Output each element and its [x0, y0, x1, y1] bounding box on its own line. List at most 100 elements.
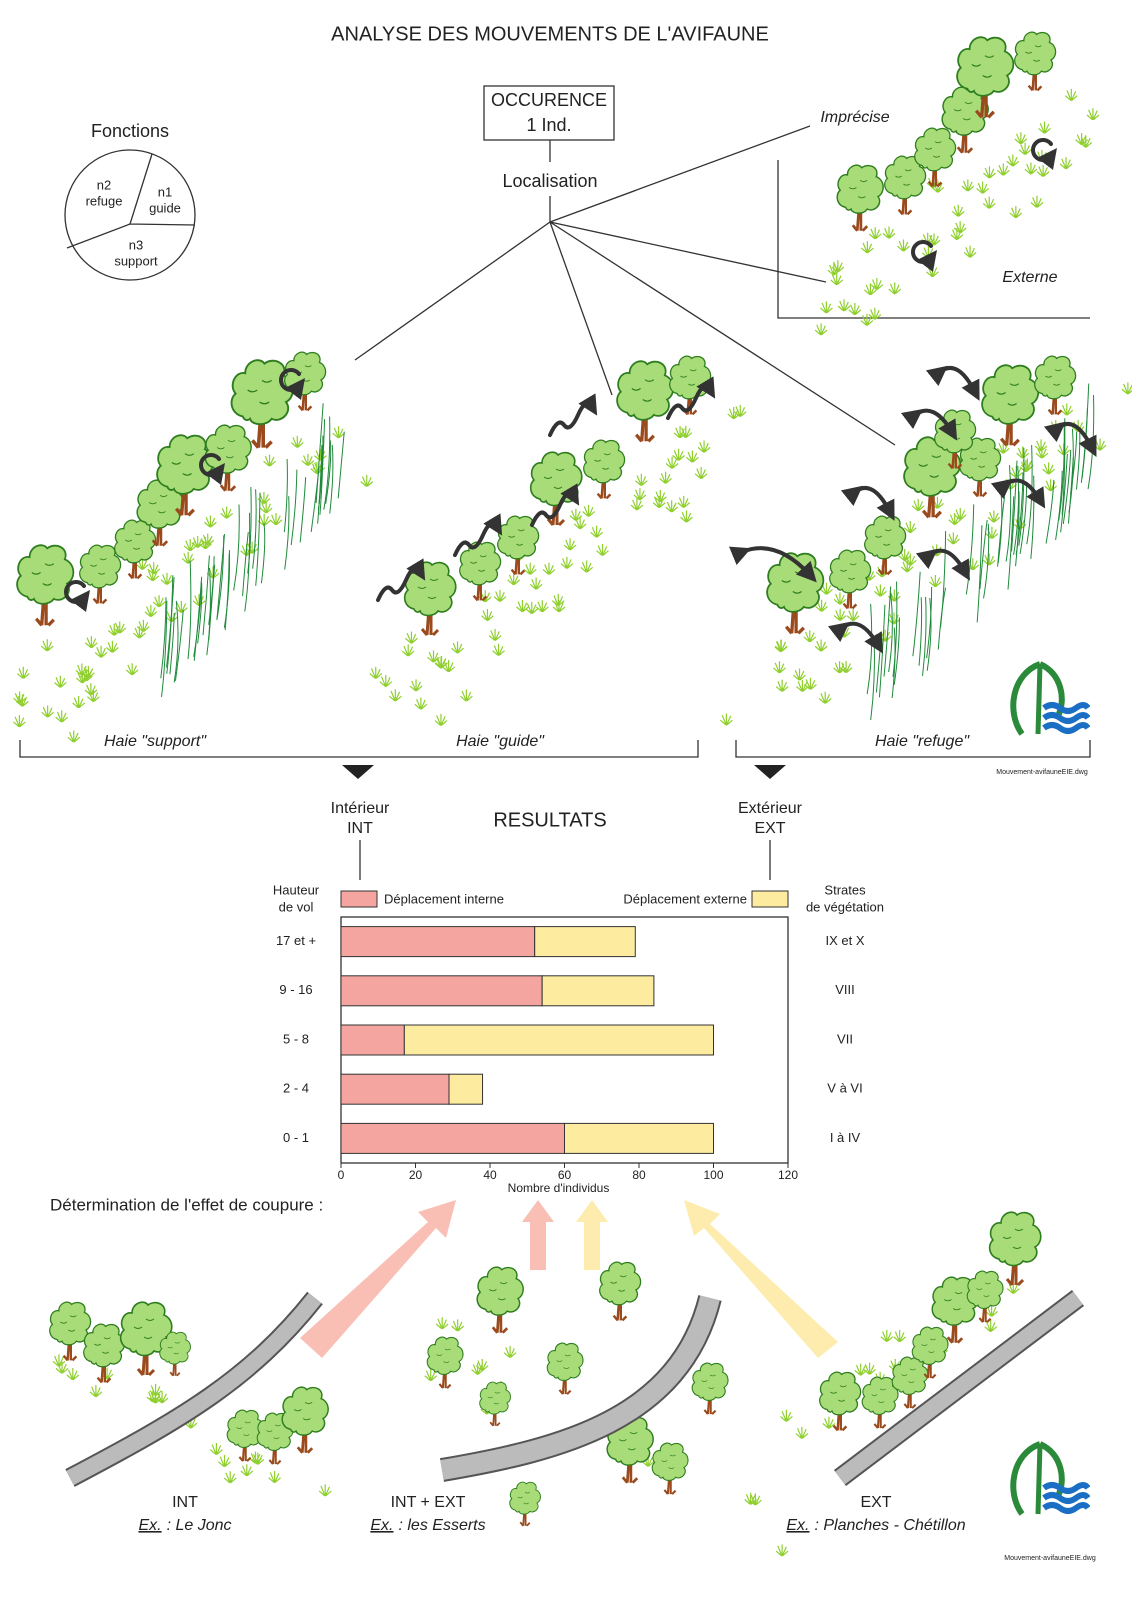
- tall-grass: [1013, 465, 1020, 555]
- movement-arrow: [911, 240, 938, 273]
- tall-grass: [1005, 465, 1012, 562]
- grass: [209, 1442, 224, 1455]
- tree: [15, 543, 75, 627]
- grass: [493, 589, 507, 602]
- grass: [1037, 121, 1052, 134]
- functions-pie: [64, 149, 196, 281]
- grass: [259, 501, 273, 514]
- x-tick-label: 20: [409, 1168, 423, 1182]
- grass: [985, 526, 999, 539]
- tall-grass: [290, 469, 298, 546]
- grass: [953, 507, 967, 520]
- grass: [217, 1454, 232, 1467]
- sector-label: support: [114, 253, 158, 268]
- grass: [818, 691, 832, 704]
- grass: [590, 525, 604, 538]
- tall-grass: [319, 435, 324, 516]
- grass: [267, 1470, 282, 1483]
- grass: [16, 666, 30, 679]
- bar-segment: [403, 1024, 714, 1056]
- grass: [772, 661, 787, 674]
- grass: [870, 277, 884, 290]
- tree: [158, 1331, 192, 1377]
- grass: [401, 644, 415, 657]
- movement-arrow: [990, 478, 1046, 509]
- grass: [1016, 446, 1030, 459]
- stratum-label: VIII: [835, 982, 855, 997]
- grass: [301, 453, 315, 466]
- grass: [694, 466, 708, 479]
- grass: [41, 705, 55, 718]
- grass: [269, 513, 283, 526]
- tree: [835, 163, 885, 233]
- file-name: Mouvement-avifauneEIE.dwg: [1004, 1555, 1096, 1562]
- movement-arrow: [925, 365, 980, 401]
- grass: [503, 1345, 517, 1358]
- grass: [775, 679, 789, 692]
- movement-arrow: [376, 558, 426, 602]
- localisation-title: Localisation: [502, 171, 597, 191]
- grass: [795, 1426, 809, 1439]
- tall-grass: [926, 586, 933, 659]
- exterior-label: EXT: [754, 820, 785, 837]
- effect-arrows: [300, 1200, 838, 1358]
- cut-effect-title: Détermination de l'effet de coupure :: [50, 1195, 323, 1214]
- grass: [854, 1363, 868, 1376]
- occurrence-line: OCCURENCE: [491, 90, 607, 110]
- grass: [873, 584, 887, 597]
- tree: [546, 1342, 585, 1396]
- movement-arrow: [64, 580, 91, 613]
- movement-arrow: [548, 393, 598, 437]
- legend-label: Déplacement interne: [384, 891, 504, 906]
- grass: [105, 640, 120, 653]
- logo: [1013, 1444, 1088, 1514]
- grass: [1044, 479, 1058, 492]
- grass: [290, 435, 304, 448]
- bracket: [19, 740, 1091, 758]
- tall-grass: [299, 477, 307, 543]
- grass: [240, 1464, 254, 1477]
- tree: [475, 1265, 525, 1335]
- grass: [220, 506, 234, 519]
- grass: [409, 679, 423, 692]
- tall-grass: [912, 571, 921, 657]
- grass: [659, 471, 673, 484]
- grass: [966, 558, 980, 571]
- effect-arrow: [576, 1200, 608, 1270]
- bar-segment: [541, 975, 655, 1007]
- grass: [860, 313, 874, 326]
- y2-axis-title: de végétation: [806, 899, 884, 914]
- effect-arrow: [684, 1200, 838, 1358]
- tree: [828, 548, 872, 610]
- grass: [72, 696, 86, 709]
- grass: [982, 553, 996, 566]
- grass: [1086, 108, 1100, 121]
- grass: [84, 635, 98, 648]
- tree: [203, 423, 253, 493]
- tall-grass: [242, 532, 249, 597]
- category-label: 2 - 4: [283, 1081, 309, 1096]
- grass: [652, 495, 666, 508]
- grass: [491, 643, 506, 656]
- tall-grass: [1067, 457, 1074, 524]
- grass: [814, 323, 828, 336]
- example-prefix: Ex.: [370, 1517, 393, 1534]
- grass: [542, 562, 556, 575]
- tall-grass: [252, 489, 257, 569]
- tall-grass: [224, 553, 230, 631]
- grass: [792, 668, 807, 681]
- grass: [833, 592, 847, 605]
- grass: [563, 538, 577, 551]
- tall-grass: [315, 403, 324, 504]
- vegetation: [12, 30, 1132, 1557]
- grass: [837, 299, 851, 312]
- tall-grass: [206, 567, 211, 656]
- movement-arrow: [827, 621, 884, 654]
- grass: [331, 426, 346, 439]
- grass: [862, 1362, 877, 1375]
- bar-segment: [448, 1073, 484, 1105]
- grass: [665, 500, 679, 513]
- bar-segment: [340, 1122, 565, 1154]
